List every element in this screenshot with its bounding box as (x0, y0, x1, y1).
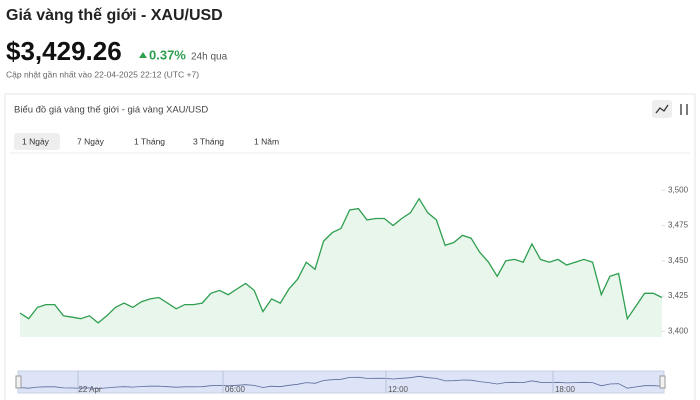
line-icon-glyph (655, 104, 669, 114)
nav-handle[interactable] (15, 375, 22, 389)
up-arrow (139, 52, 147, 58)
tab[interactable]: 1 Năm (254, 136, 279, 146)
change-period: 24h qua (191, 52, 228, 63)
y-tick-label: 3,450 (668, 256, 689, 265)
navigator-label: 12:00 (388, 385, 409, 394)
price-line (19, 197, 663, 324)
navigator-label: 22 Apr (78, 385, 101, 394)
tab[interactable]: 3 Tháng (193, 136, 224, 146)
change: 0.37% (149, 47, 186, 62)
title: Giá vàng thế giới - XAU/USD (6, 7, 223, 24)
y-tick-label: 3,425 (668, 291, 689, 300)
y-tick-label: 3,400 (668, 326, 689, 335)
tab[interactable]: 1 Ngày (22, 136, 50, 146)
navigator-label: 06:00 (225, 385, 246, 394)
tab-selected (14, 133, 60, 150)
updated: Cập nhật gần nhất vào 22-04-2025 22:12 (… (6, 69, 199, 79)
tab[interactable]: 1 Tháng (134, 136, 165, 146)
price: $3,429.26 (6, 36, 122, 66)
y-tick-label: 3,475 (668, 221, 689, 230)
area (20, 198, 662, 337)
candle-icon[interactable] (680, 104, 688, 115)
navigator-label: 18:00 (555, 385, 576, 394)
tab[interactable]: 7 Ngày (77, 136, 105, 146)
navigator-line (19, 375, 663, 390)
nav-handle[interactable] (659, 375, 666, 389)
y-tick-label: 3,500 (668, 185, 689, 194)
card-title: Biểu đồ giá vàng thế giới - giá vàng XAU… (14, 105, 208, 116)
